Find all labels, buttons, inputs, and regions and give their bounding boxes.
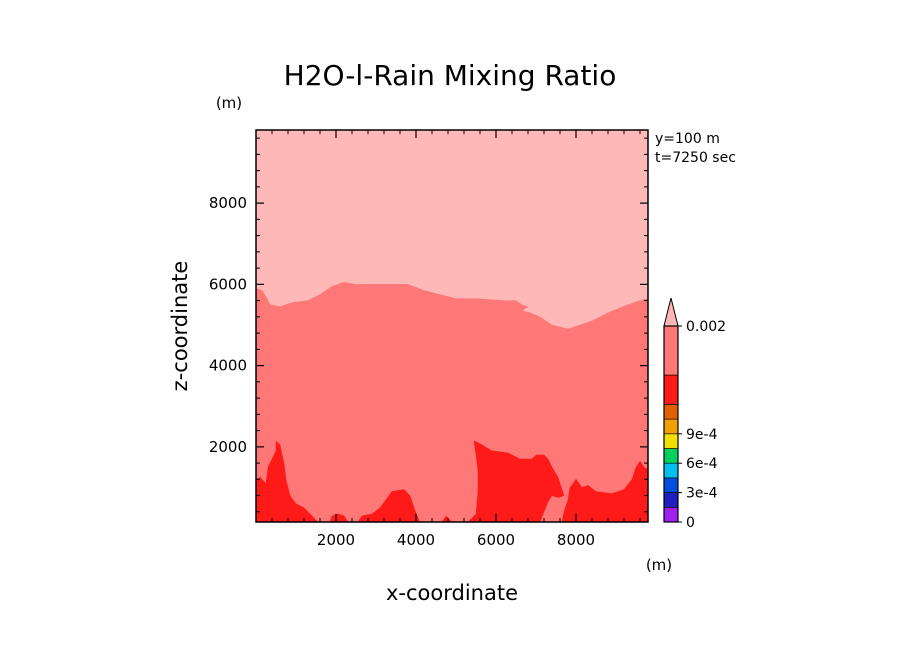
annotation-time: t=7250 sec bbox=[655, 150, 736, 166]
contour-region-4 bbox=[357, 489, 421, 523]
contour-region-1 bbox=[255, 282, 649, 523]
colorbar-segment bbox=[663, 448, 679, 464]
colorbar-segment bbox=[663, 477, 679, 493]
contour-regions bbox=[255, 129, 649, 523]
colorbar-segment bbox=[663, 418, 679, 435]
chart-title: H2O-l-Rain Mixing Ratio bbox=[284, 59, 617, 92]
colorbar-label: 3e-4 bbox=[686, 486, 718, 502]
colorbar-segment bbox=[663, 492, 679, 508]
colorbar-segment bbox=[663, 433, 679, 449]
x-unit-label: (m) bbox=[646, 556, 672, 574]
y-tick-label: 2000 bbox=[209, 438, 247, 456]
colorbar: 0.002 9e-4 6e-4 3e-4 0 bbox=[663, 297, 726, 531]
colorbar-segment bbox=[663, 404, 679, 420]
contour-region-7 bbox=[561, 460, 649, 523]
x-tick-label: 8000 bbox=[557, 531, 595, 549]
colorbar-segment bbox=[663, 506, 679, 523]
axis-ticks: 2000 4000 6000 8000 2000 4000 6000 8000 bbox=[209, 130, 648, 549]
y-tick-label: 8000 bbox=[209, 194, 247, 212]
x-axis-label: x-coordinate bbox=[386, 581, 518, 605]
colorbar-label: 0 bbox=[686, 515, 695, 531]
colorbar-overflow-triangle bbox=[663, 297, 679, 327]
colorbar-label: 6e-4 bbox=[686, 456, 718, 472]
colorbar-label: 9e-4 bbox=[686, 427, 718, 443]
y-axis-label: z-coordinate bbox=[168, 261, 192, 392]
plot-frame bbox=[255, 129, 649, 523]
y-tick-label: 6000 bbox=[209, 275, 247, 293]
colorbar-segment bbox=[663, 462, 679, 479]
x-tick-label: 6000 bbox=[477, 531, 515, 549]
y-unit-label: (m) bbox=[216, 94, 242, 112]
y-tick-label: 4000 bbox=[209, 357, 247, 375]
annotation-y-position: y=100 m bbox=[655, 131, 720, 147]
contour-region-6 bbox=[467, 440, 565, 523]
colorbar-frame bbox=[663, 325, 679, 523]
x-tick-label: 2000 bbox=[317, 531, 355, 549]
x-tick-label: 4000 bbox=[397, 531, 435, 549]
colorbar-label: 0.002 bbox=[686, 319, 726, 335]
colorbar-segment bbox=[663, 325, 679, 376]
contour-region-2 bbox=[255, 440, 319, 523]
colorbar-segment bbox=[663, 374, 679, 405]
